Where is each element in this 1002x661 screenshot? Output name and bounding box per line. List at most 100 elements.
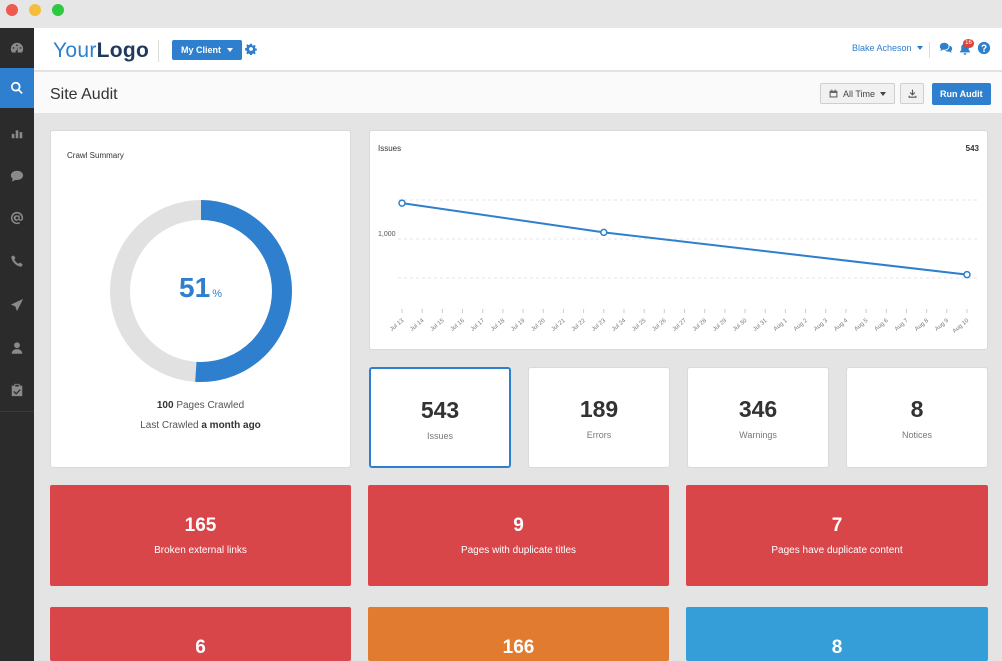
stat-label: Issues [426, 431, 453, 441]
user-name: Blake Acheson [852, 43, 912, 53]
x-tick-label: Jul 15 [430, 318, 447, 333]
header-divider [929, 42, 930, 58]
x-tick-label: Jul 31 [752, 318, 769, 333]
sidebar-item-reports[interactable] [0, 113, 34, 153]
sidebar-item-contacts[interactable] [0, 328, 34, 368]
settings-button[interactable] [245, 42, 257, 56]
issue-tile[interactable]: 8 [686, 607, 988, 661]
time-filter-label: All Time [843, 88, 876, 99]
x-tick-label: Aug 10 [952, 318, 971, 335]
x-tick-label: Jul 30 [732, 318, 749, 333]
issue-tile[interactable]: 166 [368, 607, 669, 661]
gear-icon [245, 43, 257, 56]
send-icon [10, 298, 24, 312]
x-tick-label: Aug 3 [813, 318, 829, 333]
logo[interactable]: YourLogo [53, 39, 149, 63]
tile-value: 7 [831, 515, 843, 536]
sidebar-item-calls[interactable] [0, 241, 34, 281]
page-title: Site Audit [50, 86, 118, 103]
run-audit-button[interactable]: Run Audit [932, 83, 991, 105]
page-header: Site Audit All Time Run Audit [34, 72, 1002, 114]
stat-value: 189 [579, 396, 619, 422]
issue-tile-broken-links[interactable]: 165 Broken external links [50, 485, 351, 586]
close-window-button[interactable] [6, 4, 18, 16]
pages-crawled-count: 100 [156, 400, 174, 411]
pages-crawled: 100 Pages Crawled [51, 400, 350, 411]
stat-card-errors[interactable]: 189 Errors [528, 367, 670, 468]
data-point[interactable] [600, 228, 608, 237]
tile-value: 9 [513, 515, 524, 536]
caret-down-icon [227, 48, 234, 52]
sidebar-divider [0, 411, 34, 412]
help-icon [977, 41, 991, 55]
x-tick-label: Jul 19 [510, 318, 527, 333]
x-tick-label: Jul 29 [712, 318, 729, 333]
x-tick-label: Jul 21 [551, 318, 568, 333]
ring-progress [110, 200, 292, 382]
issues-line-chart: Issues 543 1,000 Jul 13 Jul 14 Jul 15 Jul 1… [378, 144, 980, 335]
user-menu[interactable]: Blake Acheson [852, 43, 923, 53]
sidebar-item-comments[interactable] [0, 156, 34, 196]
logo-text-light: Your [53, 39, 97, 62]
stat-card-warnings[interactable]: 346 Warnings [687, 367, 829, 468]
x-tick-label: Jul 23 [591, 318, 608, 333]
x-tick-label: Aug 1 [773, 318, 789, 333]
crawl-summary-card: Crawl Summary 51% 100 Pages Crawled Last… [50, 130, 351, 468]
client-dropdown-button[interactable]: My Client [172, 40, 243, 60]
stat-label: Notices [901, 430, 932, 440]
x-tick-label: Aug 9 [934, 318, 950, 333]
x-tick-label: Jul 26 [651, 318, 668, 333]
download-button[interactable] [900, 83, 924, 104]
x-tick-label: Jul 13 [389, 318, 406, 333]
x-tick-label: Aug 5 [854, 318, 870, 333]
notification-count-badge: 16 [963, 39, 974, 48]
series-line [401, 202, 968, 276]
x-tick-label: Aug 4 [833, 318, 849, 333]
sidebar-item-mentions[interactable] [0, 198, 34, 238]
issue-tile-duplicate-titles[interactable]: 9 Pages with duplicate titles [368, 485, 669, 586]
data-point[interactable] [963, 270, 971, 279]
x-tick-label: Aug 8 [914, 318, 930, 333]
calendar-icon [829, 89, 838, 98]
maximize-window-button[interactable] [52, 4, 64, 16]
caret-down-icon [916, 46, 923, 50]
tile-value: 165 [184, 515, 217, 536]
stat-card-notices[interactable]: 8 Notices [846, 367, 988, 468]
user-icon [11, 342, 23, 354]
x-tick-label: Jul 18 [490, 318, 507, 333]
sidebar-item-search[interactable] [0, 68, 34, 108]
sidebar-item-tasks[interactable] [0, 370, 34, 410]
caret-down-icon [880, 91, 887, 96]
stat-label: Errors [586, 430, 612, 440]
data-point[interactable] [398, 199, 406, 207]
x-tick-label: Jul 25 [631, 318, 648, 333]
sidebar [0, 28, 34, 661]
crawl-percent: 51% [51, 272, 350, 304]
issue-tile-duplicate-content[interactable]: 7 Pages have duplicate content [686, 485, 988, 586]
download-icon [908, 89, 916, 98]
stat-card-issues[interactable]: 543 Issues [369, 367, 511, 468]
sidebar-item-dashboard[interactable] [0, 28, 34, 68]
messages-button[interactable] [939, 41, 953, 55]
x-tick-label: Jul 27 [672, 318, 689, 333]
x-tick-label: Aug 6 [874, 318, 890, 333]
comment-icon [10, 170, 24, 182]
y-tick-label: 1,000 [378, 231, 396, 238]
tile-value: 6 [195, 637, 206, 658]
chart-current-value: 543 [966, 144, 980, 153]
clipboard-icon [11, 383, 23, 397]
time-filter-dropdown[interactable]: All Time [820, 83, 896, 104]
issue-tile[interactable]: 6 [50, 607, 351, 661]
crawl-summary-title: Crawl Summary [67, 151, 124, 160]
stat-value: 8 [910, 396, 924, 422]
minimize-window-button[interactable] [29, 4, 41, 16]
window-titlebar [0, 0, 1002, 28]
crawl-progress-ring [110, 200, 292, 382]
stat-value: 543 [420, 397, 460, 423]
sidebar-item-campaigns[interactable] [0, 285, 34, 325]
x-tick-label: Jul 14 [409, 318, 426, 333]
bar-chart-icon [11, 130, 23, 139]
help-button[interactable] [977, 41, 991, 55]
search-icon [11, 81, 23, 95]
last-crawled-label: Last Crawled [140, 420, 199, 431]
